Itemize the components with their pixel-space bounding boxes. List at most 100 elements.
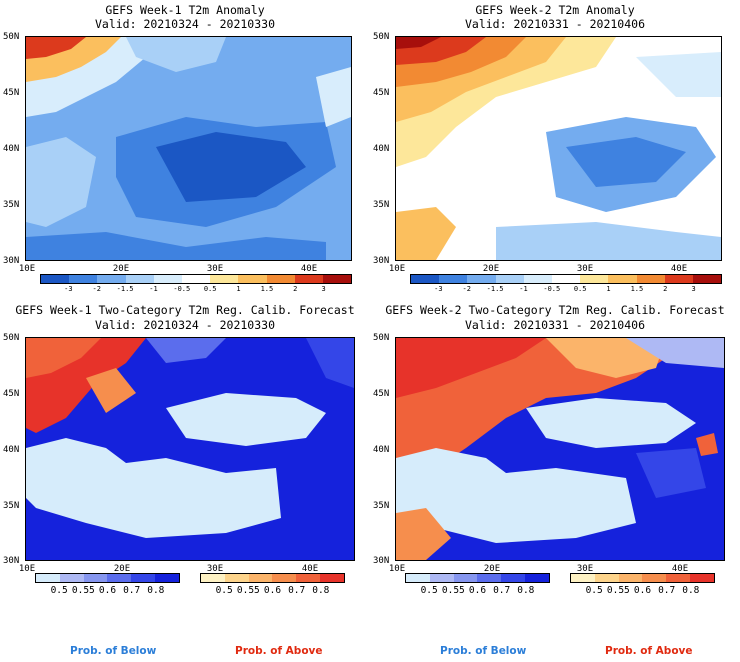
colorbar-swatch: [181, 275, 211, 283]
panel-title: GEFS Week-2 Two-Category T2m Reg. Calib.…: [385, 303, 725, 317]
colorbar-swatch: [125, 275, 154, 283]
anomaly-colorbar-labels: -3 -2 -1.5 -1 -0.5 0.5 1 1.5 2 3: [370, 285, 740, 295]
panel-title: GEFS Week-2 T2m Anomaly: [475, 3, 635, 17]
colorbar-swatch: [69, 275, 98, 283]
lat-label: 40N: [3, 144, 20, 154]
colorbar-swatch: [320, 574, 344, 582]
colorbar-swatch: [248, 574, 273, 582]
lat-label: 30N: [373, 556, 390, 566]
colorbar-swatch: [664, 275, 693, 283]
colorbar-label: 0.8: [147, 585, 165, 596]
colorbar-swatch: [153, 275, 182, 283]
panel-week1-probability: GEFS Week-1 Two-Category T2m Reg. Calib.…: [0, 300, 370, 600]
colorbar-label: 0.5: [420, 585, 438, 596]
lat-label: 30N: [3, 256, 20, 266]
lon-label: 20E: [113, 564, 131, 574]
colorbar-swatch: [439, 275, 468, 283]
lat-label: 50N: [373, 32, 390, 42]
lon-label: 10E: [18, 264, 36, 274]
colorbar-label: 1.5: [630, 285, 644, 293]
colorbar-label: 0.5: [203, 285, 217, 293]
lon-label: 30E: [576, 264, 594, 274]
below-colorbar-labels: 0.5 0.55 0.6 0.7 0.8: [370, 586, 740, 597]
colorbar-label: 1.5: [260, 285, 274, 293]
probability-map-week2[interactable]: [395, 337, 725, 561]
colorbar-swatch: [83, 574, 108, 582]
probability-map-week1[interactable]: [25, 337, 355, 561]
anomaly-colorbar-labels: -3 -2 -1.5 -1 -0.5 0.5 1 1.5 2 3: [0, 285, 370, 295]
colorbar-label: 0.55: [441, 585, 465, 596]
colorbar-label: 0.5: [50, 585, 68, 596]
lon-label: 30E: [206, 564, 224, 574]
colorbar-label: 3: [321, 285, 326, 293]
colorbar-label: 0.6: [633, 585, 652, 596]
colorbar-swatch: [551, 275, 581, 283]
below-probability-colorbar: [405, 573, 550, 583]
panel-title: GEFS Week-1 Two-Category T2m Reg. Calib.…: [15, 303, 355, 317]
lat-label: 35N: [373, 200, 390, 210]
prob-below-label: Prob. of Below: [440, 645, 527, 657]
anomaly-map-week2[interactable]: [395, 36, 722, 261]
colorbar-swatch: [692, 275, 722, 283]
colorbar-swatch: [59, 574, 84, 582]
below-probability-colorbar: [35, 573, 180, 583]
colorbar-swatch: [107, 574, 132, 582]
lat-label: 30N: [373, 256, 390, 266]
colorbar-label: 0.7: [493, 585, 511, 596]
lat-label: 30N: [3, 556, 20, 566]
colorbar-swatch: [618, 574, 643, 582]
colorbar-label: -1: [519, 285, 528, 293]
colorbar-label: 0.8: [312, 585, 330, 596]
colorbar-label: -2: [92, 285, 101, 293]
above-probability-colorbar: [570, 573, 715, 583]
colorbar-swatch: [666, 574, 691, 582]
anomaly-colorbar: [40, 274, 352, 284]
lat-label: 35N: [373, 501, 390, 511]
lon-label: 10E: [388, 564, 406, 574]
lon-label: 40E: [670, 264, 688, 274]
panel-week2-anomaly: GEFS Week-2 T2m Anomaly Valid: 20210331 …: [370, 0, 740, 295]
lon-label: 10E: [388, 264, 406, 274]
lat-label: 40N: [373, 445, 390, 455]
colorbar-label: 2: [293, 285, 298, 293]
colorbar-label: 0.7: [288, 585, 306, 596]
lat-label: 50N: [373, 333, 390, 343]
colorbar-label: 0.6: [468, 585, 487, 596]
colorbar-swatch: [429, 574, 454, 582]
panel-week2-probability: GEFS Week-2 Two-Category T2m Reg. Calib.…: [370, 300, 740, 600]
colorbar-swatch: [642, 574, 667, 582]
colorbar-swatch: [523, 275, 552, 283]
colorbar-swatch: [294, 275, 323, 283]
colorbar-swatch: [131, 574, 156, 582]
colorbar-swatch: [477, 574, 502, 582]
colorbar-swatch: [594, 574, 619, 582]
colorbar-label: 0.7: [123, 585, 141, 596]
lat-label: 35N: [3, 501, 20, 511]
colorbar-swatch: [406, 574, 430, 582]
panel-valid-dates: Valid: 20210324 - 20210330: [94, 318, 275, 332]
colorbar-label: 0.55: [236, 585, 260, 596]
colorbar-label: 0.5: [585, 585, 603, 596]
colorbar-swatch: [41, 275, 70, 283]
lon-label: 40E: [301, 564, 319, 574]
lat-label: 45N: [373, 88, 390, 98]
colorbar-label: 0.55: [71, 585, 95, 596]
below-colorbar-labels: 0.5 0.55 0.6 0.7 0.8: [0, 586, 370, 597]
colorbar-swatch: [467, 275, 496, 283]
colorbar-label: 0.8: [517, 585, 535, 596]
colorbar-swatch: [453, 574, 478, 582]
colorbar-swatch: [210, 275, 239, 283]
colorbar-swatch: [411, 275, 440, 283]
colorbar-label: 0.5: [573, 285, 587, 293]
lon-label: 30E: [576, 564, 594, 574]
colorbar-label: -1.5: [116, 285, 134, 293]
lat-label: 35N: [3, 200, 20, 210]
colorbar-swatch: [224, 574, 249, 582]
lat-label: 40N: [373, 144, 390, 154]
colorbar-label: -0.5: [543, 285, 561, 293]
colorbar-swatch: [636, 275, 665, 283]
lon-label: 30E: [206, 264, 224, 274]
lat-label: 45N: [3, 88, 20, 98]
anomaly-map-week1[interactable]: [25, 36, 352, 261]
colorbar-label: 0.7: [658, 585, 676, 596]
